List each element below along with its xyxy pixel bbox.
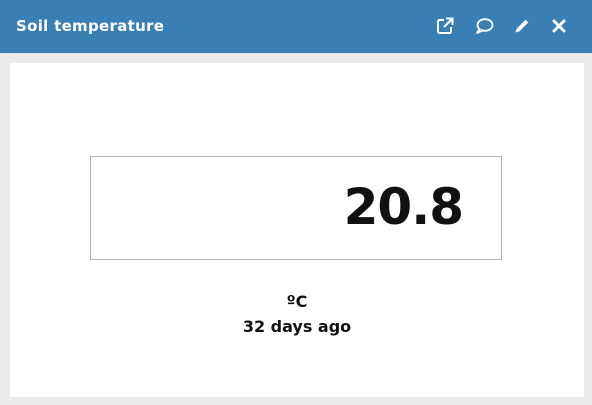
temperature-unit: ºC — [286, 292, 308, 311]
open-external-button[interactable] — [434, 15, 456, 37]
close-button[interactable] — [548, 15, 570, 37]
last-updated-text: 32 days ago — [242, 317, 352, 336]
widget-title: Soil temperature — [16, 17, 165, 35]
value-display-box: 20.8 — [90, 156, 502, 260]
comment-button[interactable] — [473, 15, 495, 37]
widget-header: Soil temperature — [0, 0, 592, 53]
external-link-icon — [436, 17, 454, 35]
pencil-icon — [513, 17, 531, 35]
close-icon — [552, 19, 566, 33]
widget-content: 20.8 ºC 32 days ago — [10, 63, 584, 397]
temperature-value: 20.8 — [343, 178, 464, 236]
edit-button[interactable] — [511, 15, 533, 37]
speech-bubble-icon — [474, 17, 494, 35]
